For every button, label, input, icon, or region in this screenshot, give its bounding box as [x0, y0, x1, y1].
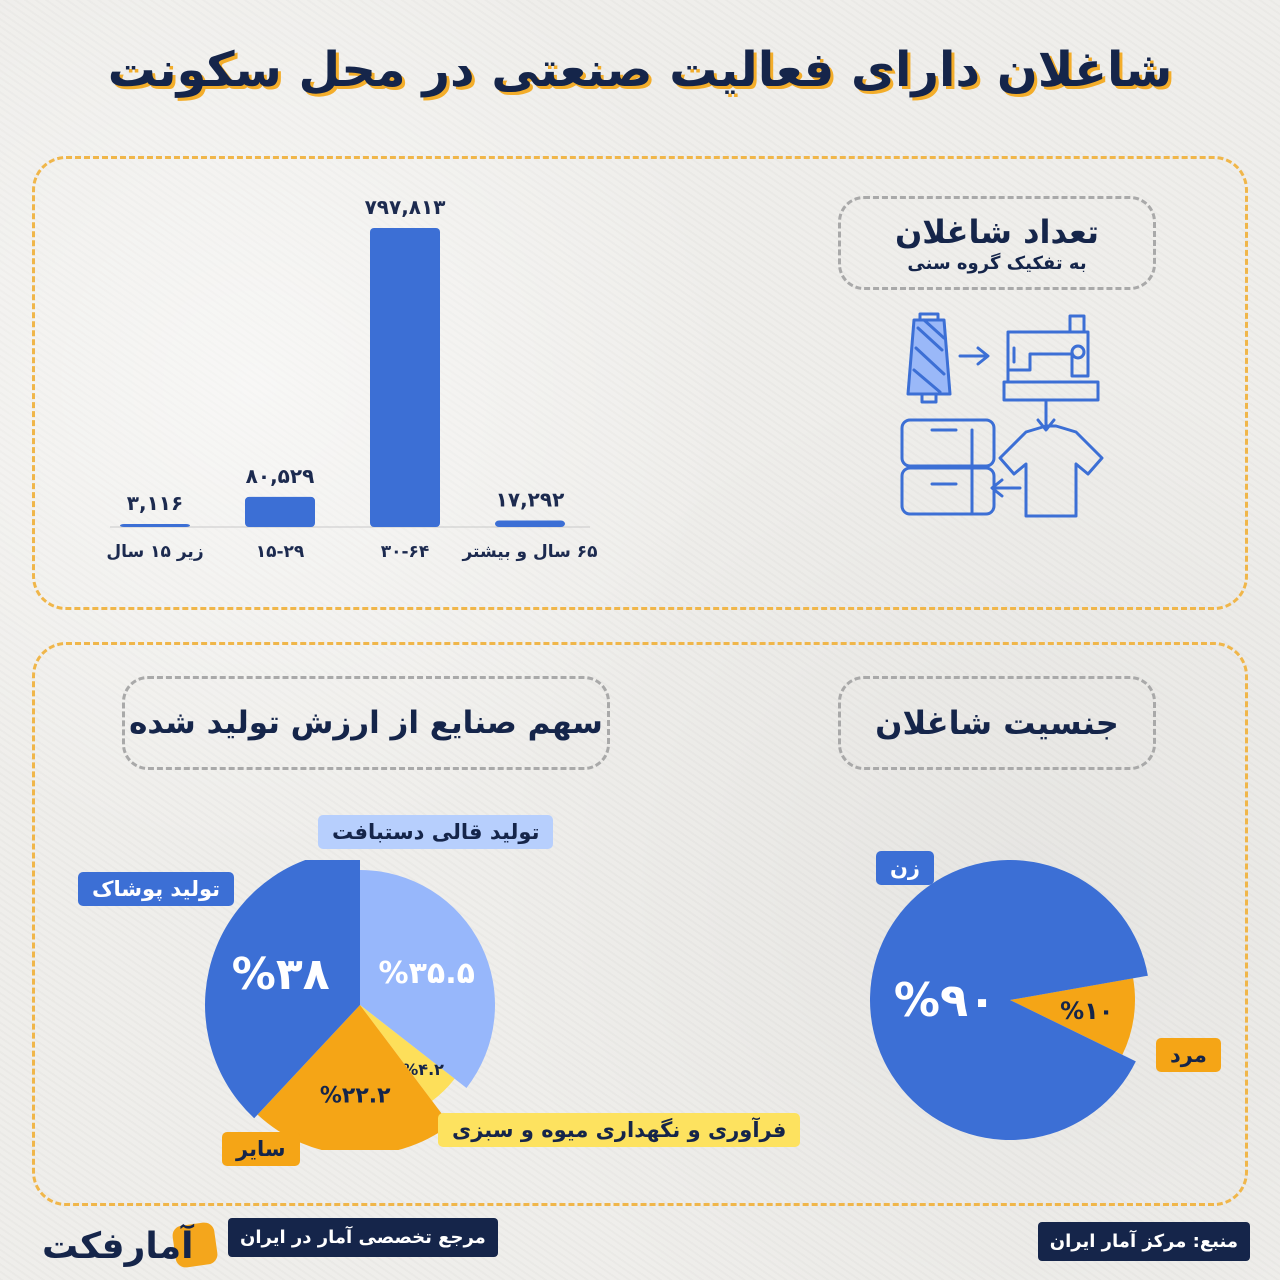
age-heading: تعداد شاغلان	[894, 212, 1100, 251]
legend-other: سایر	[222, 1132, 300, 1166]
bar-0	[120, 524, 190, 527]
gender-pie-chart: %۱۰ %۹۰	[870, 860, 1148, 1140]
industry-slice-label-1: %۴.۲	[402, 1060, 444, 1079]
legend-female: زن	[876, 851, 935, 885]
industry-slice-0	[360, 870, 495, 1088]
legend-clothing: تولید پوشاک	[78, 872, 235, 906]
bottom-panel	[32, 642, 1248, 1206]
industry-slice-3	[205, 860, 360, 1119]
tagline-box: مرجع تخصصی آمار در ایران	[228, 1218, 498, 1257]
industry-pie-chart: %۳۵.۵ %۴.۲ %۲۲.۲ %۳۸	[205, 860, 495, 1150]
bar-value-label-3: ۱۷,۲۹۲	[496, 488, 565, 512]
textile-production-icon	[900, 312, 1104, 518]
industry-slice-label-2: %۲۲.۲	[320, 1084, 391, 1109]
industry-slice-1	[360, 1005, 455, 1101]
bar-category-label-3: ۶۵ سال و بیشتر	[461, 542, 597, 562]
bar-3	[495, 520, 565, 527]
gender-slice-1	[1010, 978, 1135, 1055]
share-heading: سهم صنایع از ارزش تولید شده	[129, 705, 603, 741]
brand-logo: آمارفکت	[42, 1226, 194, 1267]
age-bar-chart: ۳,۱۱۶ زیر ۱۵ سال ۸۰,۵۲۹ ۱۵-۲۹ ۷۹۷,۸۱۳ ۳۰-۶۴ ۱۷…	[106, 195, 597, 562]
bar-category-label-0: زیر ۱۵ سال	[106, 542, 203, 562]
page-title: شاغلان دارای فعالیت صنعتی در محل سکونت	[107, 42, 1173, 98]
legend-fruit: فرآوری و نگهداری میوه و سبزی	[438, 1113, 801, 1147]
legend-male: مرد	[1156, 1038, 1221, 1072]
industry-slice-label-0: %۳۵.۵	[379, 956, 475, 991]
bar-category-label-2: ۳۰-۶۴	[381, 542, 430, 562]
gender-slice-label-0: %۹۰	[894, 973, 996, 1027]
legend-carpet: تولید قالی دستبافت	[318, 815, 554, 849]
age-distribution-panel	[32, 156, 1248, 610]
bar-value-label-1: ۸۰,۵۲۹	[246, 464, 315, 488]
source-box: منبع: مرکز آمار ایران	[1037, 1222, 1250, 1261]
bar-value-label-2: ۷۹۷,۸۱۳	[365, 195, 446, 219]
gender-slice-label-1: %۱۰	[1060, 997, 1113, 1025]
industry-slice-2	[257, 1005, 451, 1150]
industry-slice-label-3: %۳۸	[232, 949, 330, 1000]
bar-category-label-1: ۱۵-۲۹	[256, 542, 305, 562]
age-heading-box: تعداد شاغلان به تفکیک گروه سنی	[838, 196, 1156, 290]
gender-heading: جنسیت شاغلان	[875, 704, 1119, 742]
bar-2	[370, 228, 440, 527]
bar-1	[245, 496, 315, 527]
bar-value-label-0: ۳,۱۱۶	[127, 491, 183, 515]
share-heading-box: سهم صنایع از ارزش تولید شده	[122, 676, 610, 770]
gender-slice-0	[870, 860, 1148, 1140]
gender-heading-box: جنسیت شاغلان	[838, 676, 1156, 770]
age-subheading: به تفکیک گروه سنی	[907, 252, 1087, 274]
